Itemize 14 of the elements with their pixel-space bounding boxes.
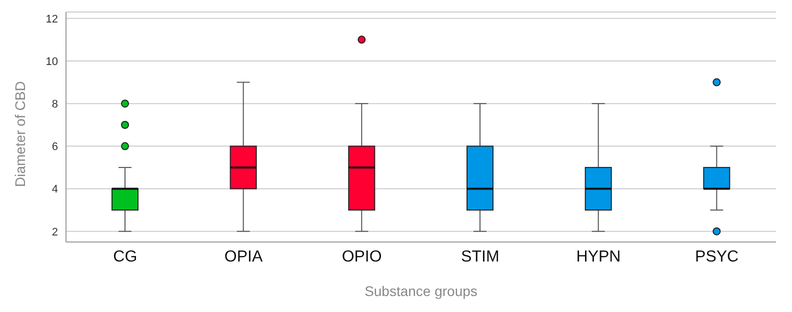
x-tick-label: STIM — [461, 248, 500, 266]
x-tick-label: CG — [113, 248, 138, 266]
y-tick-label: 12 — [46, 13, 58, 26]
x-tick-label: HYPN — [576, 248, 621, 266]
y-axis-title: Diameter of CBD — [12, 81, 28, 187]
y-tick-label: 8 — [52, 98, 58, 110]
x-axis-title: Substance groups — [364, 283, 478, 299]
y-tick-label: 2 — [52, 226, 58, 238]
x-tick-label: PSYC — [695, 248, 739, 266]
y-tick-label: 4 — [52, 184, 58, 196]
y-tick-label: 10 — [46, 56, 58, 68]
x-tick-label: OPIA — [224, 248, 263, 266]
x-tick-label: OPIO — [342, 248, 382, 266]
y-tick-label: 6 — [52, 141, 58, 154]
